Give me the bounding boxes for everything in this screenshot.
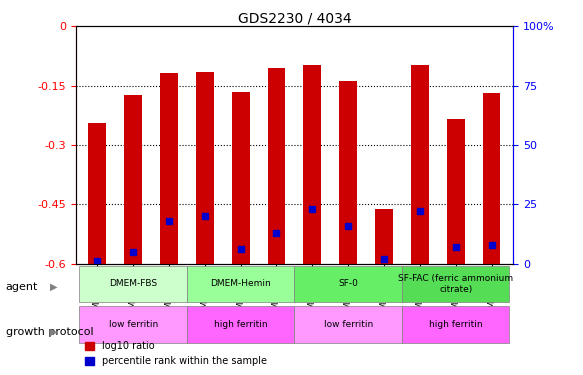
Bar (268, 68, 286, 264)
FancyBboxPatch shape (79, 306, 187, 343)
Text: DMEM-FBS: DMEM-FBS (109, 279, 157, 288)
Text: high ferritin: high ferritin (429, 320, 483, 329)
Title: GDS2230 / 4034: GDS2230 / 4034 (238, 11, 351, 25)
FancyBboxPatch shape (187, 266, 294, 302)
Legend: log10 ratio, percentile rank within the sample: log10 ratio, percentile rank within the … (80, 338, 271, 370)
Text: agent: agent (6, 282, 38, 292)
FancyBboxPatch shape (294, 266, 402, 302)
FancyBboxPatch shape (79, 266, 187, 302)
Bar (303, 65, 321, 264)
Bar (160, 73, 178, 264)
Text: high ferritin: high ferritin (214, 320, 268, 329)
Bar (339, 81, 357, 264)
Text: DMEM-Hemin: DMEM-Hemin (210, 279, 271, 288)
Text: growth protocol: growth protocol (6, 327, 93, 337)
Bar (447, 119, 465, 264)
Text: low ferritin: low ferritin (108, 320, 158, 329)
FancyBboxPatch shape (402, 306, 510, 343)
Bar (231, 92, 250, 264)
Bar (483, 93, 500, 264)
FancyBboxPatch shape (187, 306, 294, 343)
FancyBboxPatch shape (402, 266, 510, 302)
Text: ▶: ▶ (50, 327, 57, 337)
Text: low ferritin: low ferritin (324, 320, 373, 329)
Text: SF-0: SF-0 (338, 279, 358, 288)
Bar (89, 123, 106, 264)
Bar (411, 65, 429, 264)
FancyBboxPatch shape (294, 306, 402, 343)
Bar (196, 72, 214, 264)
Bar (375, 209, 393, 264)
Text: ▶: ▶ (50, 282, 57, 292)
Bar (124, 96, 142, 264)
Text: SF-FAC (ferric ammonium
citrate): SF-FAC (ferric ammonium citrate) (398, 274, 513, 294)
